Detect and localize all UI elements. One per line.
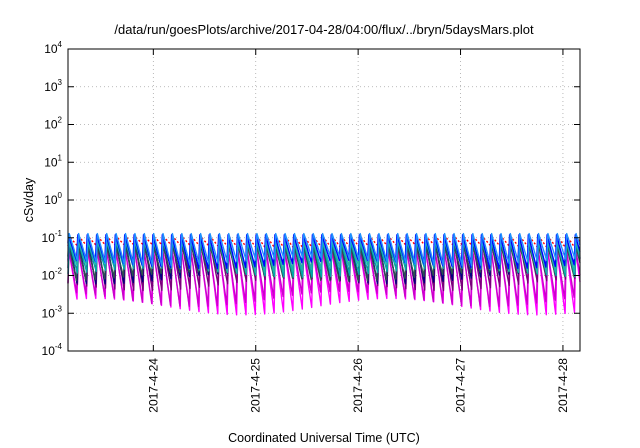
grid: [68, 49, 580, 351]
y-tick-label: 10-3: [42, 304, 63, 320]
y-tick-label: 10-4: [42, 342, 63, 358]
y-tick-label: 100: [44, 191, 62, 207]
y-tick-label: 104: [44, 40, 62, 56]
series-line-10: [67, 232, 581, 267]
y-tick-label: 103: [44, 78, 62, 94]
y-tick-label: 101: [44, 153, 62, 169]
x-tick-label: 2017-4-26: [351, 358, 365, 413]
x-tick-label: 2017-4-24: [146, 358, 160, 413]
y-tick-label: 102: [44, 116, 62, 132]
x-tick-label: 2017-4-28: [556, 358, 570, 413]
y-axis-label: cSv/day: [22, 177, 36, 222]
y-tick-label: 10-1: [42, 229, 63, 245]
x-tick-label: 2017-4-25: [249, 358, 263, 413]
ticks: 10-4 10-3 10-2 10-1 100 101 102 103 104 2017-4-24…: [42, 40, 580, 413]
series-layer: [67, 232, 581, 316]
chart-title: /data/run/goesPlots/archive/2017-04-28/0…: [114, 22, 534, 37]
x-tick-label: 2017-4-27: [454, 358, 468, 413]
y-tick-label: 10-2: [42, 267, 63, 283]
x-axis-label: Coordinated Universal Time (UTC): [228, 431, 420, 445]
